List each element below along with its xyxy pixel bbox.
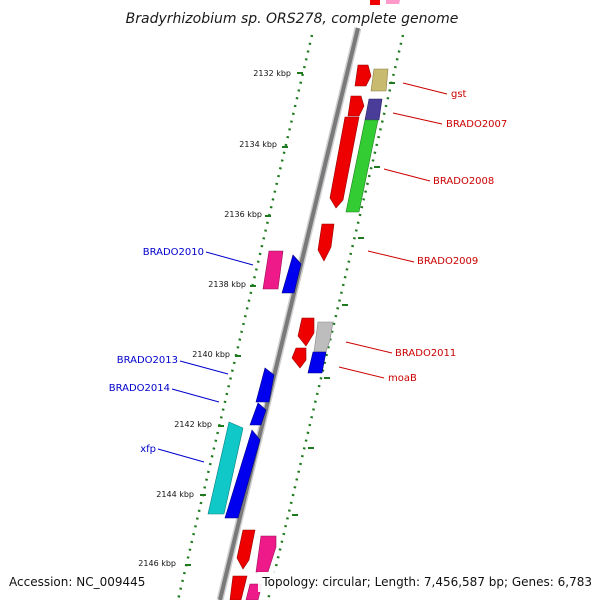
tick-label: 2132 kbp (253, 69, 291, 78)
gene-xfp-blue[interactable] (224, 429, 261, 519)
tick-label: 2136 kbp (224, 210, 262, 219)
gene-label-brado2008[interactable]: BRADO2008 (433, 176, 494, 187)
callout-line-gst (402, 82, 448, 95)
gene-label-brado2007[interactable]: BRADO2007 (446, 119, 507, 130)
gene-brado2008-left[interactable] (329, 116, 360, 209)
gene-gst-left[interactable] (354, 64, 372, 87)
genome-summary-text: Topology: circular; Length: 7,456,587 bp… (261, 575, 592, 589)
gene-label-moab[interactable]: moaB (388, 373, 417, 384)
gene-brado2013[interactable] (255, 367, 275, 403)
tick-label: 2138 kbp (208, 280, 246, 289)
accession-text: Accession: NC_009445 (9, 575, 145, 589)
gene-label-gst[interactable]: gst (451, 89, 467, 100)
gene-brado2008[interactable] (345, 119, 379, 213)
right-dotted-guide (266, 34, 405, 600)
callout-line-moab (338, 366, 385, 379)
gene-brado2011[interactable] (313, 321, 334, 353)
gene-bottom-red-2[interactable] (229, 575, 248, 600)
callout-line-brado2008 (383, 168, 431, 182)
footer-left-backing (5, 572, 150, 592)
gene-label-brado2014[interactable]: BRADO2014 (109, 383, 170, 394)
gene-gst[interactable] (370, 68, 389, 92)
tick-label: 2134 kbp (239, 140, 277, 149)
gene-label-brado2011[interactable]: BRADO2011 (395, 348, 456, 359)
gene-label-brado2009[interactable]: BRADO2009 (417, 256, 478, 267)
gene-brado2014[interactable] (249, 402, 267, 426)
gene-xfp[interactable] (207, 421, 244, 515)
callout-line-brado2007 (392, 112, 443, 125)
gene-brado2007-left[interactable] (347, 95, 365, 117)
callout-line-xfp (157, 448, 205, 463)
callout-line-brado2009 (367, 250, 415, 263)
callout-line-brado2013 (179, 360, 229, 375)
map-title: Bradyrhizobium sp. ORS278, complete geno… (126, 11, 459, 27)
tick-label: 2144 kbp (156, 490, 194, 499)
gene-label-brado2010[interactable]: BRADO2010 (143, 247, 204, 258)
gene-moab[interactable] (307, 351, 327, 374)
footer-right-backing (258, 572, 596, 592)
tick-label: 2140 kbp (192, 350, 230, 359)
gene-bottom-pink[interactable] (255, 535, 277, 573)
genome-backbone (218, 27, 360, 600)
gene-brado2007[interactable] (364, 98, 383, 121)
gene-bottom-red-1[interactable] (236, 529, 256, 570)
callout-line-brado2011 (345, 341, 393, 354)
gene-brado2010-blue[interactable] (281, 254, 302, 294)
tick-label: 2142 kbp (174, 420, 212, 429)
callout-line-brado2014 (171, 388, 220, 403)
gene-top-pink[interactable] (386, 0, 400, 4)
gene-brado2009[interactable] (317, 223, 335, 262)
tick-label: 2146 kbp (138, 559, 176, 568)
left-dotted-guide (176, 34, 314, 600)
gene-brado2011-left[interactable] (297, 317, 315, 347)
gene-top-red[interactable] (370, 0, 380, 5)
gene-label-xfp[interactable]: xfp (140, 444, 156, 455)
gene-moab-left[interactable] (291, 347, 307, 369)
gene-brado2010-pink[interactable] (262, 250, 284, 290)
gene-label-brado2013[interactable]: BRADO2013 (117, 355, 178, 366)
scale-ticks (185, 72, 395, 566)
callout-line-brado2010 (205, 251, 254, 266)
